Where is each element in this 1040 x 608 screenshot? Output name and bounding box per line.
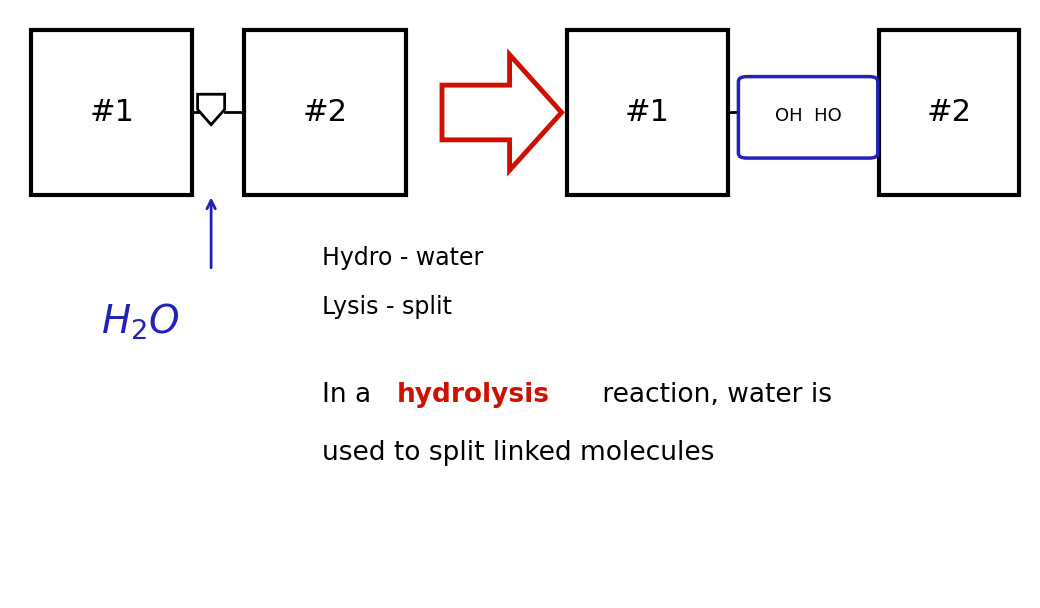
Text: #2: #2: [927, 98, 971, 127]
FancyBboxPatch shape: [567, 30, 728, 195]
FancyBboxPatch shape: [738, 77, 878, 158]
Text: OH  HO: OH HO: [775, 106, 841, 125]
FancyBboxPatch shape: [31, 30, 192, 195]
Text: hydrolysis: hydrolysis: [396, 382, 549, 408]
FancyBboxPatch shape: [244, 30, 406, 195]
Text: Hydro - water: Hydro - water: [322, 246, 484, 271]
FancyBboxPatch shape: [879, 30, 1019, 195]
Text: reaction, water is: reaction, water is: [594, 382, 832, 408]
Text: #1: #1: [89, 98, 134, 127]
Text: $H_2O$: $H_2O$: [101, 302, 180, 342]
Polygon shape: [442, 55, 562, 170]
Text: used to split linked molecules: used to split linked molecules: [322, 440, 714, 466]
Text: #1: #1: [625, 98, 670, 127]
Text: In a: In a: [322, 382, 380, 408]
Text: Lysis - split: Lysis - split: [322, 295, 452, 319]
Text: #2: #2: [303, 98, 347, 127]
